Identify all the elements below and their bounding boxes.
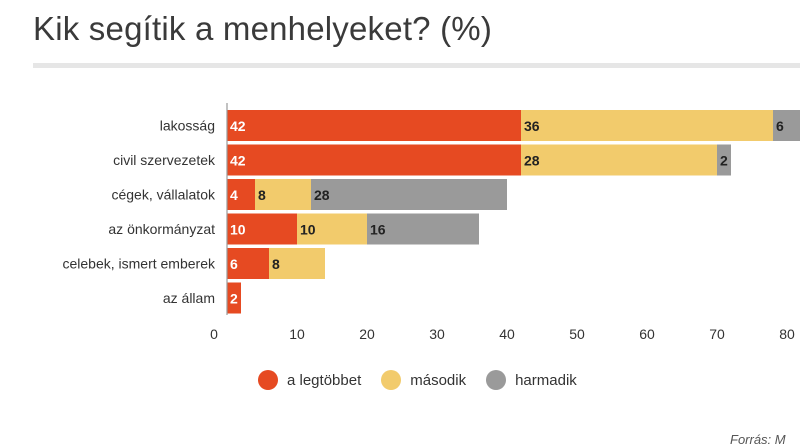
category-label: civil szervezetek <box>113 152 216 168</box>
bar-segment <box>227 282 241 314</box>
legend-label: a legtöbbet <box>287 371 362 389</box>
bar-segment <box>521 144 717 176</box>
bar-segment <box>269 248 325 279</box>
source-note: Forrás: M <box>730 432 786 447</box>
legend-swatch <box>381 370 402 390</box>
category-label: az önkormányzat <box>108 221 215 237</box>
bar-segment <box>297 213 367 245</box>
x-tick-label: 0 <box>210 326 218 342</box>
bar-segment <box>227 213 297 245</box>
chart-legend: a legtöbbet második harmadik <box>258 370 577 390</box>
data-label: 36 <box>524 118 540 134</box>
x-tick-label: 20 <box>359 326 375 342</box>
bar-segment <box>367 213 479 245</box>
bar-segment <box>521 110 773 141</box>
data-label: 6 <box>776 118 784 134</box>
bar-segment <box>227 110 521 141</box>
legend-label: második <box>410 371 467 389</box>
bar-segment <box>227 248 269 279</box>
title-divider <box>33 63 800 68</box>
legend-swatch <box>486 370 507 390</box>
category-label: cégek, vállalatok <box>111 187 216 203</box>
legend-item: harmadik <box>486 370 577 390</box>
x-tick-label: 40 <box>499 326 515 342</box>
x-tick-label: 60 <box>639 326 655 342</box>
data-label: 42 <box>230 153 246 169</box>
data-label: 6 <box>230 256 238 272</box>
data-label: 28 <box>314 187 330 203</box>
data-label: 2 <box>230 291 238 307</box>
bar-segment <box>311 179 507 210</box>
x-tick-label: 10 <box>289 326 305 342</box>
x-tick-label: 30 <box>429 326 445 342</box>
bar-segment <box>227 144 521 176</box>
bar-segment <box>227 179 255 210</box>
legend-swatch <box>258 370 278 390</box>
legend-label: harmadik <box>515 371 577 389</box>
legend-item: a legtöbbet <box>258 370 361 390</box>
data-label: 28 <box>524 153 540 169</box>
x-tick-label: 50 <box>569 326 585 342</box>
bar-segment <box>255 179 311 210</box>
x-tick-label: 70 <box>709 326 725 342</box>
data-label: 16 <box>370 222 386 238</box>
x-tick-label: 80 <box>779 326 795 342</box>
data-label: 4 <box>230 187 238 203</box>
category-label: lakosság <box>160 118 215 134</box>
data-label: 10 <box>230 222 246 238</box>
data-label: 8 <box>258 187 266 203</box>
legend-item: második <box>381 370 466 390</box>
bar-segment <box>717 144 731 176</box>
data-label: 42 <box>230 118 246 134</box>
chart-title: Kik segítik a menhelyeket? (%) <box>33 10 493 47</box>
category-label: az állam <box>163 290 215 306</box>
data-label: 2 <box>720 153 728 169</box>
bar-segment <box>773 110 800 141</box>
data-label: 10 <box>300 222 316 238</box>
data-label: 8 <box>272 256 280 272</box>
category-label: celebek, ismert emberek <box>62 256 216 272</box>
